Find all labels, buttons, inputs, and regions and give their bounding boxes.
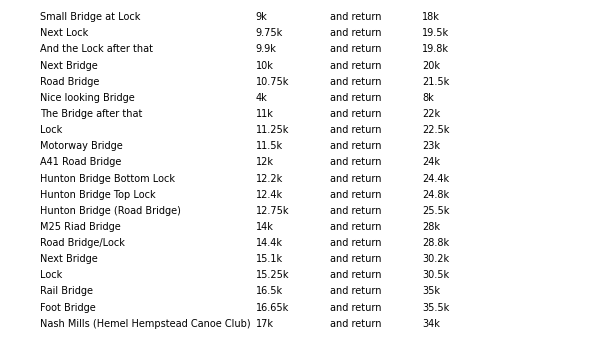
Text: The Bridge after that: The Bridge after that bbox=[40, 109, 142, 119]
Text: Road Bridge/Lock: Road Bridge/Lock bbox=[40, 238, 125, 248]
Text: 19.5k: 19.5k bbox=[422, 28, 449, 38]
Text: Next Bridge: Next Bridge bbox=[40, 254, 98, 264]
Text: 10k: 10k bbox=[256, 61, 274, 70]
Text: and return: and return bbox=[330, 141, 381, 151]
Text: 22k: 22k bbox=[422, 109, 440, 119]
Text: and return: and return bbox=[330, 174, 381, 184]
Text: and return: and return bbox=[330, 238, 381, 248]
Text: 15.1k: 15.1k bbox=[256, 254, 283, 264]
Text: 30.2k: 30.2k bbox=[422, 254, 449, 264]
Text: 9.9k: 9.9k bbox=[256, 44, 277, 54]
Text: Rail Bridge: Rail Bridge bbox=[40, 287, 93, 296]
Text: and return: and return bbox=[330, 93, 381, 103]
Text: Hunton Bridge Top Lock: Hunton Bridge Top Lock bbox=[40, 189, 156, 200]
Text: 16.5k: 16.5k bbox=[256, 287, 283, 296]
Text: and return: and return bbox=[330, 222, 381, 232]
Text: Lock: Lock bbox=[40, 270, 62, 280]
Text: 8k: 8k bbox=[422, 93, 434, 103]
Text: 22.5k: 22.5k bbox=[422, 125, 449, 135]
Text: and return: and return bbox=[330, 287, 381, 296]
Text: and return: and return bbox=[330, 109, 381, 119]
Text: 35k: 35k bbox=[422, 287, 440, 296]
Text: and return: and return bbox=[330, 270, 381, 280]
Text: Hunton Bridge Bottom Lock: Hunton Bridge Bottom Lock bbox=[40, 174, 175, 184]
Text: and return: and return bbox=[330, 319, 381, 329]
Text: 17k: 17k bbox=[256, 319, 274, 329]
Text: 14k: 14k bbox=[256, 222, 274, 232]
Text: and return: and return bbox=[330, 28, 381, 38]
Text: A41 Road Bridge: A41 Road Bridge bbox=[40, 158, 121, 167]
Text: Road Bridge: Road Bridge bbox=[40, 77, 99, 87]
Text: Motorway Bridge: Motorway Bridge bbox=[40, 141, 123, 151]
Text: 35.5k: 35.5k bbox=[422, 303, 449, 313]
Text: 20k: 20k bbox=[422, 61, 440, 70]
Text: M25 Riad Bridge: M25 Riad Bridge bbox=[40, 222, 121, 232]
Text: Hunton Bridge (Road Bridge): Hunton Bridge (Road Bridge) bbox=[40, 206, 181, 216]
Text: 15.25k: 15.25k bbox=[256, 270, 289, 280]
Text: and return: and return bbox=[330, 12, 381, 22]
Text: Small Bridge at Lock: Small Bridge at Lock bbox=[40, 12, 140, 22]
Text: and return: and return bbox=[330, 189, 381, 200]
Text: Nice looking Bridge: Nice looking Bridge bbox=[40, 93, 135, 103]
Text: 24.4k: 24.4k bbox=[422, 174, 449, 184]
Text: 16.65k: 16.65k bbox=[256, 303, 289, 313]
Text: 4k: 4k bbox=[256, 93, 267, 103]
Text: 19.8k: 19.8k bbox=[422, 44, 449, 54]
Text: and return: and return bbox=[330, 125, 381, 135]
Text: 9.75k: 9.75k bbox=[256, 28, 283, 38]
Text: 14.4k: 14.4k bbox=[256, 238, 283, 248]
Text: and return: and return bbox=[330, 44, 381, 54]
Text: Nash Mills (Hemel Hempstead Canoe Club): Nash Mills (Hemel Hempstead Canoe Club) bbox=[40, 319, 251, 329]
Text: and return: and return bbox=[330, 254, 381, 264]
Text: 11.5k: 11.5k bbox=[256, 141, 283, 151]
Text: Foot Bridge: Foot Bridge bbox=[40, 303, 96, 313]
Text: 28.8k: 28.8k bbox=[422, 238, 449, 248]
Text: and return: and return bbox=[330, 206, 381, 216]
Text: 12.75k: 12.75k bbox=[256, 206, 289, 216]
Text: 12.4k: 12.4k bbox=[256, 189, 283, 200]
Text: Next Lock: Next Lock bbox=[40, 28, 88, 38]
Text: 34k: 34k bbox=[422, 319, 440, 329]
Text: 11k: 11k bbox=[256, 109, 274, 119]
Text: and return: and return bbox=[330, 61, 381, 70]
Text: Next Bridge: Next Bridge bbox=[40, 61, 98, 70]
Text: 12k: 12k bbox=[256, 158, 274, 167]
Text: 21.5k: 21.5k bbox=[422, 77, 449, 87]
Text: 28k: 28k bbox=[422, 222, 440, 232]
Text: And the Lock after that: And the Lock after that bbox=[40, 44, 153, 54]
Text: and return: and return bbox=[330, 158, 381, 167]
Text: 10.75k: 10.75k bbox=[256, 77, 289, 87]
Text: and return: and return bbox=[330, 303, 381, 313]
Text: 24.8k: 24.8k bbox=[422, 189, 449, 200]
Text: 18k: 18k bbox=[422, 12, 440, 22]
Text: 24k: 24k bbox=[422, 158, 440, 167]
Text: 12.2k: 12.2k bbox=[256, 174, 283, 184]
Text: 11.25k: 11.25k bbox=[256, 125, 289, 135]
Text: 30.5k: 30.5k bbox=[422, 270, 449, 280]
Text: Lock: Lock bbox=[40, 125, 62, 135]
Text: 25.5k: 25.5k bbox=[422, 206, 449, 216]
Text: 23k: 23k bbox=[422, 141, 440, 151]
Text: and return: and return bbox=[330, 77, 381, 87]
Text: 9k: 9k bbox=[256, 12, 267, 22]
